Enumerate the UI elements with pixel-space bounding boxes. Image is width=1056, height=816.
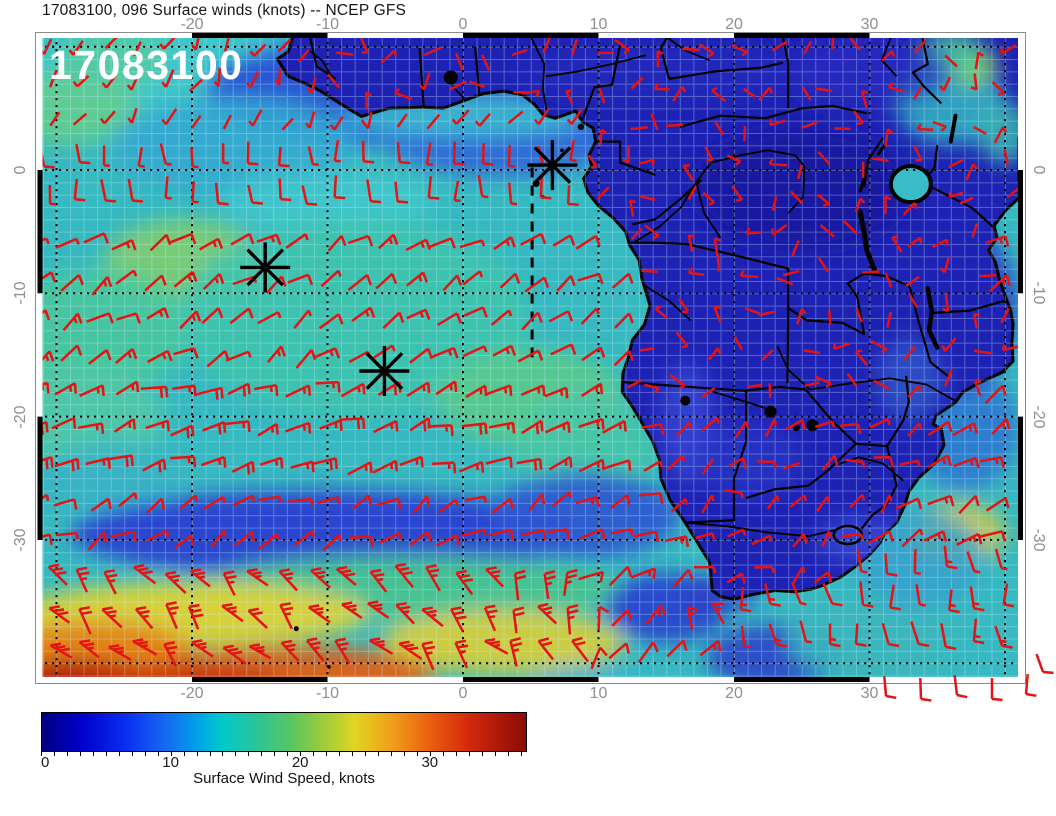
colorbar-minor-tick (339, 752, 341, 756)
colorbar-minor-tick (209, 752, 211, 756)
colorbar-minor-tick (287, 752, 289, 756)
colorbar-minor-tick (300, 752, 302, 756)
plot-title: 17083100, 096 Surface winds (knots) -- N… (42, 2, 407, 19)
run-timestamp-overlay: 17083100 (49, 42, 244, 88)
colorbar-minor-tick (455, 752, 457, 756)
lake-tanganyika (857, 209, 878, 274)
colorbar-minor-tick (92, 752, 94, 756)
colorbar-minor-tick (235, 752, 237, 756)
colorbar-minor-tick (183, 752, 185, 756)
axis-tick-label-top: -20 (180, 16, 204, 33)
colorbar-minor-tick (170, 752, 172, 756)
map-outer-frame (35, 32, 1026, 684)
axis-tick-label-right: 0 (1030, 165, 1047, 175)
colorbar-minor-tick (378, 752, 379, 756)
colorbar-minor-tick (248, 752, 250, 756)
colorbar-tick-label: 10 (162, 754, 179, 771)
colorbar-minor-tick (352, 752, 353, 756)
colorbar-minor-tick (66, 752, 68, 756)
map-field (38, 35, 1023, 681)
colorbar-tick-label: 20 (291, 754, 309, 771)
colorbar-minor-tick (481, 752, 483, 756)
colorbar-minor-tick (416, 752, 418, 756)
colorbar-minor-tick (403, 752, 405, 756)
axis-tick-label-left: 0 (12, 165, 29, 175)
colorbar-gradient (41, 712, 527, 752)
colorbar-minor-tick (157, 752, 159, 756)
axis-tick-label-right: -30 (1030, 528, 1047, 552)
axis-tick-label-top: 30 (860, 16, 879, 33)
colorbar-minor-tick (144, 752, 146, 756)
wind-barbs (38, 35, 1020, 671)
axis-tick-label-bottom: 30 (860, 685, 879, 702)
overflow-wind-barbs (883, 653, 1054, 702)
colorbar-minor-tick (365, 752, 366, 756)
colorbar-minor-tick (390, 752, 392, 756)
colorbar-minor-tick (442, 752, 444, 756)
colorbar-minor-tick (261, 752, 263, 756)
lake-malawi (925, 286, 940, 350)
colorbar-minor-tick (429, 752, 431, 756)
colorbar-minor-tick (41, 752, 42, 756)
map-frame-segments (37, 33, 1023, 682)
axis-tick-label-left: -10 (12, 281, 29, 305)
colorbar-minor-tick (196, 752, 198, 756)
lake-turkana (948, 113, 958, 144)
minor-graticule (38, 35, 1023, 681)
colorbar-tick-label: 0 (41, 754, 50, 771)
colorbar-minor-tick (326, 752, 328, 756)
lake-victoria (888, 164, 933, 205)
axis-tick-label-bottom: 10 (589, 685, 608, 702)
colorbar-minor-tick (313, 752, 315, 756)
colorbar-minor-tick (118, 752, 120, 756)
colorbar-minor-tick (507, 752, 509, 756)
colorbar-minor-tick (520, 752, 522, 756)
colorbar-minor-tick (274, 752, 276, 756)
axis-tick-label-top: 10 (589, 16, 608, 33)
colorbar-minor-tick (468, 752, 470, 756)
axis-tick-label-bottom: -20 (180, 685, 204, 702)
colorbar-minor-tick (494, 752, 496, 756)
station-markers (240, 140, 578, 396)
axis-tick-label-right: -20 (1030, 405, 1047, 429)
colorbar-tick-label: 30 (421, 754, 439, 771)
colorbar-caption: Surface Wind Speed, knots (193, 770, 375, 787)
axis-tick-label-top: 20 (725, 16, 743, 33)
axis-tick-label-top: -10 (315, 16, 340, 33)
axis-tick-label-bottom: -10 (315, 685, 340, 702)
colorbar-minor-tick (105, 752, 107, 756)
axis-tick-label-bottom: 20 (725, 685, 743, 702)
axis-tick-label-top: 0 (458, 16, 468, 33)
lake-volta (443, 70, 458, 85)
colorbar-minor-tick (54, 752, 55, 756)
axis-tick-label-bottom: 0 (458, 685, 468, 702)
axis-tick-label-right: -10 (1030, 281, 1047, 305)
axis-tick-label-left: -30 (12, 528, 29, 552)
axis-tick-label-left: -20 (12, 405, 29, 429)
colorbar-minor-tick (79, 752, 81, 756)
colorbar-minor-tick (222, 752, 224, 756)
major-gridlines (38, 35, 1023, 681)
colorbar-minor-tick (131, 752, 133, 756)
